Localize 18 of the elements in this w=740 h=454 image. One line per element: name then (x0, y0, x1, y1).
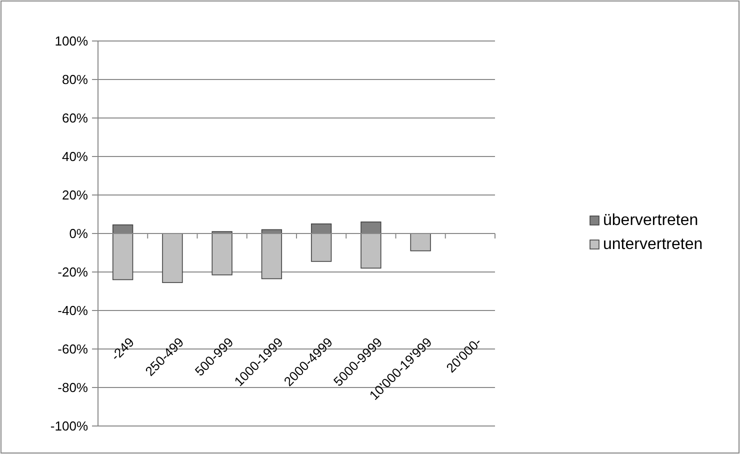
y-tick-label: 80% (62, 72, 88, 88)
y-tick-label: -20% (58, 264, 88, 280)
y-tick-label: -100% (50, 418, 88, 434)
y-tick-label: 40% (62, 149, 88, 164)
x-tick-label: -249 (108, 334, 137, 364)
y-tick-label: 20% (62, 188, 88, 203)
bar (410, 233, 431, 252)
bar (162, 233, 183, 283)
legend-label: untervertreten (603, 236, 703, 253)
legend-label: übervertreten (603, 212, 698, 229)
y-tick-label: 0% (69, 226, 88, 242)
bar (212, 233, 232, 276)
y-tick-label: 60% (62, 110, 88, 126)
bar (261, 233, 282, 280)
y-tick-label: -80% (58, 380, 88, 396)
y-tick-label: 100% (54, 34, 88, 49)
y-tick-label: -40% (58, 303, 88, 318)
y-tick-label: -60% (58, 342, 88, 357)
